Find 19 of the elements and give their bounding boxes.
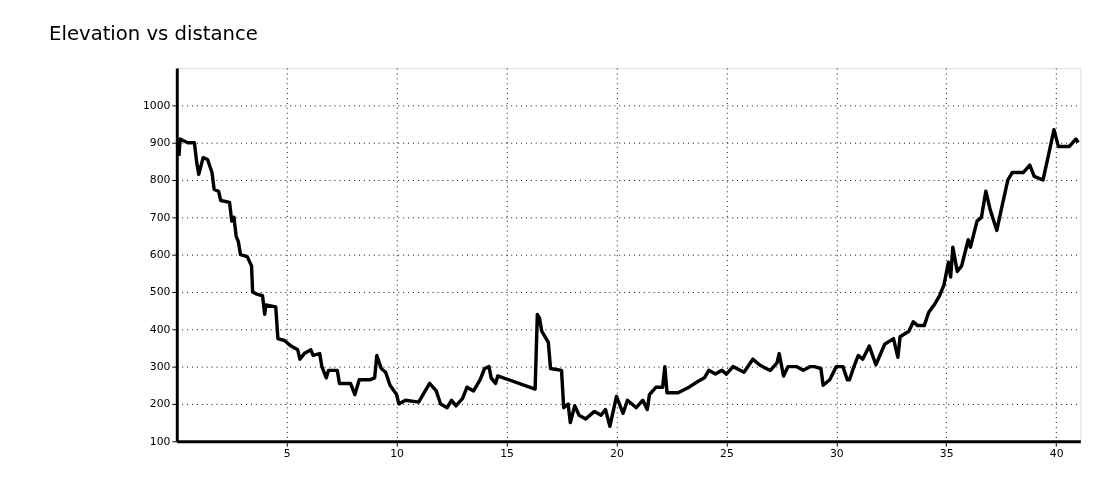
y-tick-label: 100 <box>149 434 171 448</box>
y-tick-label: 1000 <box>142 98 171 112</box>
y-tick-label: 600 <box>149 248 171 262</box>
x-tick-label: 30 <box>829 447 844 461</box>
x-tick-label: 25 <box>720 447 734 461</box>
y-tick-label: 300 <box>149 360 171 374</box>
x-tick-label: 35 <box>939 447 954 461</box>
y-tick-label: 400 <box>149 322 171 336</box>
y-tick-label: 500 <box>149 285 171 299</box>
x-tick-label: 10 <box>390 447 405 461</box>
y-tick-label: 800 <box>149 173 171 187</box>
x-tick-label: 5 <box>283 447 291 461</box>
x-tick-label: 15 <box>500 447 514 461</box>
y-tick-label: 700 <box>149 210 171 224</box>
x-tick-label: 40 <box>1049 447 1064 461</box>
y-tick-label: 200 <box>149 397 171 411</box>
chart-title: Elevation vs distance <box>49 21 258 45</box>
y-tick-label: 900 <box>149 136 171 150</box>
x-tick-label: 20 <box>610 447 624 461</box>
